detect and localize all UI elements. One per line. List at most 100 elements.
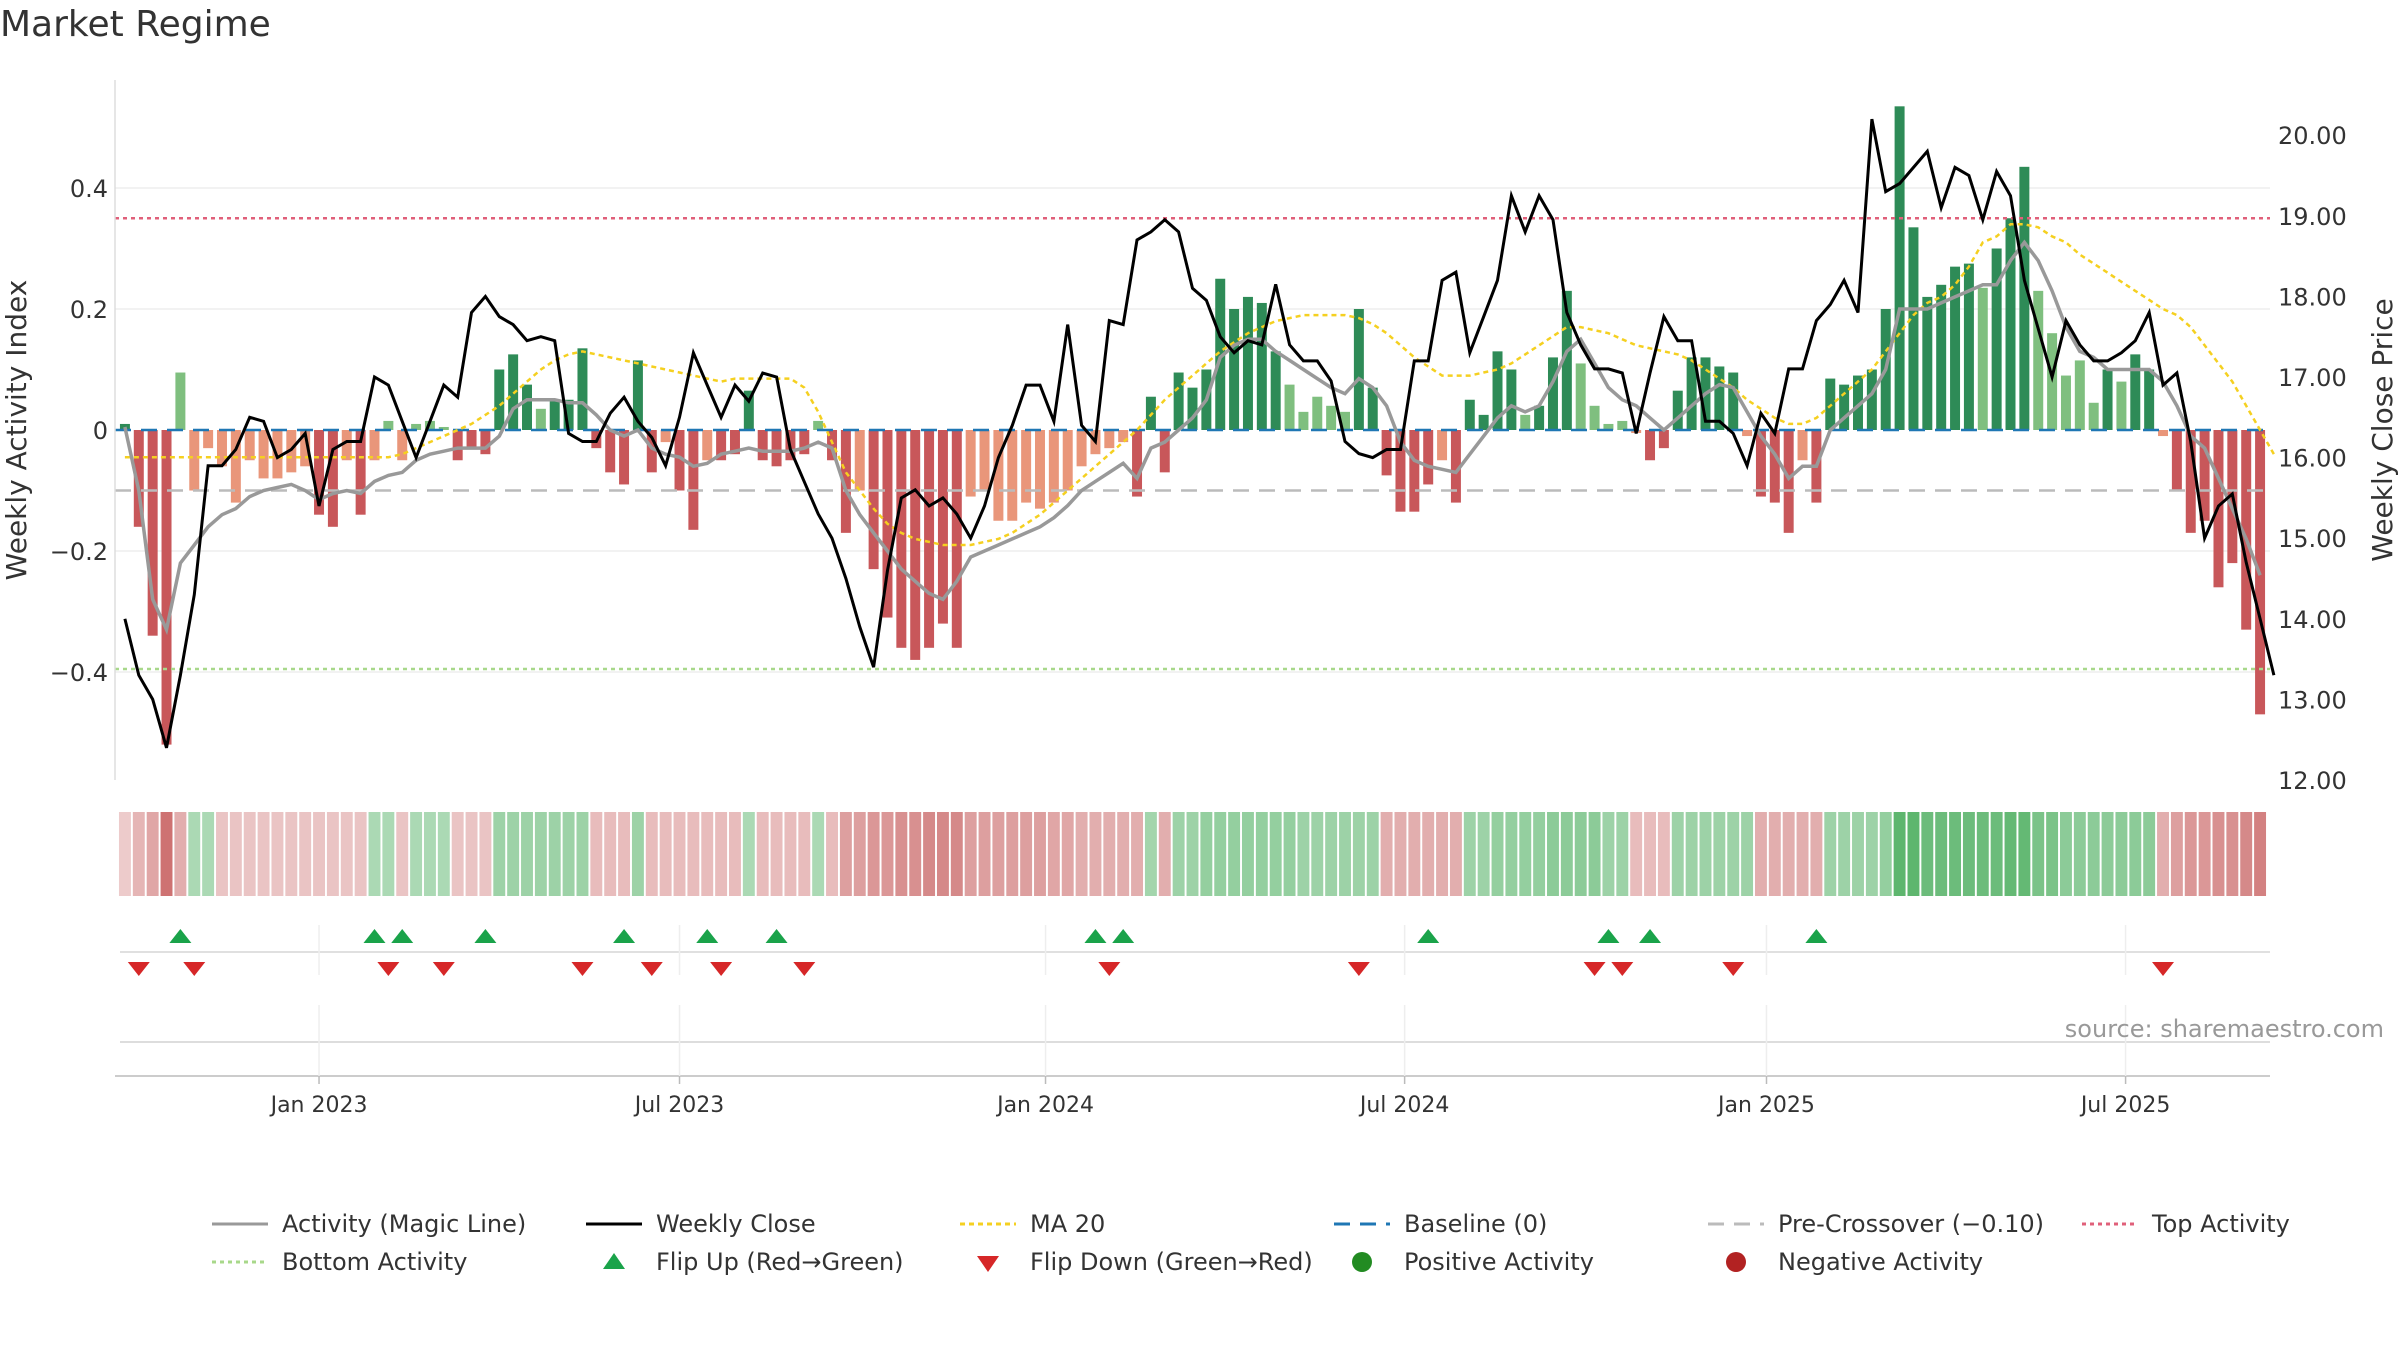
regime-cell	[1962, 812, 1975, 896]
activity-bar	[1575, 363, 1586, 430]
triangle-up-icon	[584, 1247, 644, 1277]
legend-label-flip-down: Flip Down (Green→Red)	[1030, 1248, 1313, 1276]
activity-bar	[1326, 405, 1337, 430]
y2-tick-label: 12.00	[2278, 767, 2347, 795]
legend-label-negative: Negative Activity	[1778, 1248, 1984, 1276]
regime-cell	[1158, 812, 1171, 896]
legend-row-2: Bottom Activity Flip Up (Red→Green) Flip…	[210, 1243, 2350, 1281]
activity-bar	[161, 430, 172, 745]
regime-cell	[1713, 812, 1726, 896]
flip-up-marker	[1417, 929, 1440, 943]
flip-down-marker	[793, 962, 816, 976]
precross-swatch	[1706, 1209, 1766, 1239]
activity-bar	[1561, 290, 1572, 430]
activity-bar	[1839, 384, 1850, 430]
activity-bar	[619, 430, 630, 485]
activity-bar	[1423, 430, 1434, 485]
flip-down-marker	[1583, 962, 1606, 976]
regime-cell	[1547, 812, 1559, 896]
x-tick-label: Jul 2023	[633, 1093, 725, 1118]
regime-cell	[590, 812, 603, 896]
regime-cell	[1533, 812, 1546, 896]
activity-bar	[1520, 414, 1531, 430]
regime-cell	[1103, 812, 1116, 896]
regime-cell	[229, 812, 242, 896]
regime-cell	[1865, 812, 1878, 896]
regime-cell	[507, 812, 520, 896]
activity-bar	[1284, 384, 1295, 430]
regime-cell	[701, 812, 714, 896]
y2-tick-label: 18.00	[2278, 283, 2347, 311]
regime-cell	[729, 812, 741, 896]
regime-cell	[354, 812, 367, 896]
regime-cell	[1921, 812, 1934, 896]
y2-tick-label: 14.00	[2278, 606, 2347, 634]
flip-up-marker	[1639, 929, 1662, 943]
regime-cell	[1020, 812, 1033, 896]
regime-cell	[313, 812, 325, 896]
flip-down-marker	[1611, 962, 1634, 976]
activity-bar	[1256, 302, 1267, 430]
legend-label-baseline: Baseline (0)	[1404, 1210, 1548, 1238]
activity-bar	[563, 399, 574, 430]
activity-bar	[1464, 399, 1475, 430]
regime-cell	[465, 812, 478, 896]
activity-bar	[1534, 405, 1545, 430]
activity-bar	[438, 426, 449, 430]
regime-cell	[645, 812, 658, 896]
regime-cell	[798, 812, 811, 896]
flip-up-marker	[363, 929, 386, 943]
triangle-down-icon	[958, 1247, 1018, 1277]
regime-cell	[1657, 812, 1670, 896]
regime-cell	[146, 812, 159, 896]
activity-bar	[1589, 405, 1600, 430]
weekly-close-line	[123, 118, 2276, 749]
regime-cell	[1047, 812, 1060, 896]
regime-cell	[562, 812, 575, 896]
activity-bar	[1437, 430, 1448, 461]
activity-bar	[327, 430, 338, 527]
regime-cell	[1727, 812, 1740, 896]
regime-cell	[1283, 812, 1296, 896]
activity-bar	[300, 430, 311, 467]
activity-bar	[2060, 375, 2071, 430]
activity-bar	[716, 430, 727, 461]
regime-cell	[1491, 812, 1504, 896]
regime-cell	[368, 812, 381, 896]
market-regime-chart: 0.4 0.2 0 −0.2 −0.4 20.00 19.00 18.00 17.00 16.00…	[0, 80, 2399, 1118]
flip-down-marker	[183, 962, 206, 976]
activity-bar	[522, 384, 532, 430]
regime-cell	[2018, 812, 2031, 896]
regime-cell	[271, 812, 284, 896]
activity-bar	[535, 408, 546, 430]
regime-cell	[2184, 812, 2197, 896]
y2-tick-label: 15.00	[2278, 525, 2347, 553]
regime-cell	[1089, 812, 1102, 896]
flip-up-marker	[1805, 929, 1828, 943]
y-tick-label: 0	[93, 417, 108, 445]
regime-cell	[1588, 812, 1601, 896]
activity-bar	[1118, 430, 1129, 443]
activity-bar	[203, 430, 214, 449]
regime-cell	[1241, 812, 1254, 896]
activity-bar	[1187, 387, 1198, 430]
flip-up-marker	[613, 929, 636, 943]
activity-bar	[1769, 430, 1780, 503]
regime-cell	[1824, 812, 1837, 896]
regime-cell	[1380, 812, 1393, 896]
activity-bar	[1159, 430, 1170, 473]
activity-bar	[230, 430, 241, 503]
y2-axis-label: Weekly Close Price	[2366, 298, 2399, 561]
regime-cell	[1449, 812, 1462, 896]
regime-cell	[742, 812, 755, 896]
regime-cell	[1616, 812, 1629, 896]
regime-cell	[2101, 812, 2114, 896]
regime-cell	[1075, 812, 1088, 896]
activity-bar	[1506, 369, 1517, 430]
activity-bar	[355, 430, 366, 515]
regime-cell	[839, 812, 852, 896]
activity-bar	[1409, 430, 1420, 512]
activity-bar	[466, 430, 477, 449]
activity-bar	[1034, 430, 1045, 509]
legend-item-precross: Pre-Crossover (−0.10)	[1706, 1209, 2080, 1239]
